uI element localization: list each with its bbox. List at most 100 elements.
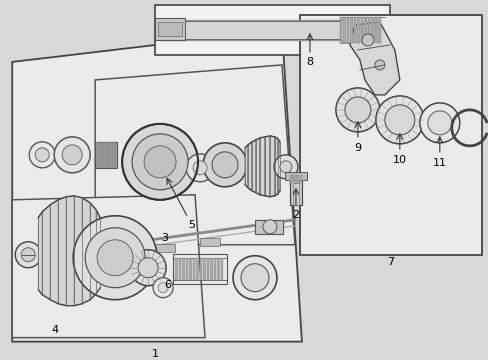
Bar xyxy=(200,238,220,246)
Circle shape xyxy=(335,88,379,132)
Circle shape xyxy=(361,34,373,46)
Bar xyxy=(192,258,195,280)
Circle shape xyxy=(273,155,297,179)
Polygon shape xyxy=(255,138,260,195)
Bar xyxy=(184,21,339,39)
Bar xyxy=(206,258,209,280)
Circle shape xyxy=(374,60,384,70)
Bar xyxy=(217,258,220,280)
Circle shape xyxy=(344,97,370,123)
Circle shape xyxy=(384,105,414,135)
Circle shape xyxy=(62,145,82,165)
Text: 7: 7 xyxy=(386,257,394,267)
Text: 3: 3 xyxy=(161,233,168,243)
Circle shape xyxy=(158,283,168,293)
Polygon shape xyxy=(247,142,251,191)
Bar xyxy=(199,258,202,280)
Bar xyxy=(254,220,283,234)
Circle shape xyxy=(427,111,451,135)
Bar xyxy=(113,142,116,168)
Text: 10: 10 xyxy=(392,155,406,165)
Polygon shape xyxy=(251,140,255,193)
Polygon shape xyxy=(277,139,280,194)
Circle shape xyxy=(35,148,49,162)
Bar xyxy=(289,175,291,183)
Circle shape xyxy=(132,134,188,190)
Circle shape xyxy=(73,216,157,300)
Circle shape xyxy=(85,228,145,288)
Bar xyxy=(155,18,184,40)
Polygon shape xyxy=(349,22,399,95)
Polygon shape xyxy=(96,210,100,294)
Bar xyxy=(182,258,184,280)
Polygon shape xyxy=(12,195,204,338)
Bar xyxy=(350,17,352,43)
Polygon shape xyxy=(264,136,269,197)
Circle shape xyxy=(193,161,206,175)
Polygon shape xyxy=(155,5,389,55)
Circle shape xyxy=(97,240,133,276)
Text: 6: 6 xyxy=(164,280,171,290)
Text: 11: 11 xyxy=(432,158,446,168)
Text: 4: 4 xyxy=(52,325,59,335)
Bar xyxy=(110,142,112,168)
Polygon shape xyxy=(12,30,301,342)
Bar xyxy=(178,258,181,280)
Bar xyxy=(297,175,299,183)
Circle shape xyxy=(130,250,166,286)
Polygon shape xyxy=(244,145,247,188)
Bar xyxy=(343,17,345,43)
Polygon shape xyxy=(38,212,42,295)
Text: 9: 9 xyxy=(354,143,361,153)
Bar xyxy=(106,142,109,168)
Bar xyxy=(96,142,99,168)
Polygon shape xyxy=(95,65,294,245)
Bar xyxy=(100,142,102,168)
Text: 2: 2 xyxy=(292,210,299,220)
Bar xyxy=(173,254,226,284)
Circle shape xyxy=(375,96,423,144)
Bar xyxy=(95,142,117,168)
Circle shape xyxy=(233,256,276,300)
Circle shape xyxy=(138,258,158,278)
Bar xyxy=(339,17,342,43)
Bar xyxy=(203,258,205,280)
Circle shape xyxy=(419,103,459,143)
Circle shape xyxy=(280,161,291,173)
Bar xyxy=(103,142,105,168)
Bar xyxy=(299,15,481,255)
Polygon shape xyxy=(74,196,82,306)
Text: 8: 8 xyxy=(306,57,313,67)
Bar xyxy=(289,175,301,205)
Circle shape xyxy=(185,154,214,182)
Bar xyxy=(357,17,359,43)
Circle shape xyxy=(54,137,90,173)
Circle shape xyxy=(21,248,35,262)
Circle shape xyxy=(15,242,41,268)
Bar xyxy=(353,17,356,43)
Circle shape xyxy=(122,124,198,200)
Circle shape xyxy=(241,264,268,292)
Polygon shape xyxy=(66,196,74,306)
Polygon shape xyxy=(269,136,274,197)
Circle shape xyxy=(212,152,238,178)
Bar xyxy=(213,258,216,280)
Bar xyxy=(292,183,298,205)
Circle shape xyxy=(203,143,246,187)
Bar xyxy=(346,17,348,43)
Polygon shape xyxy=(90,203,96,300)
Bar xyxy=(299,175,301,183)
Text: 5: 5 xyxy=(188,220,195,230)
Polygon shape xyxy=(42,205,50,300)
Bar xyxy=(378,17,380,43)
Polygon shape xyxy=(58,197,66,306)
Circle shape xyxy=(29,142,55,168)
Bar xyxy=(285,172,306,180)
Polygon shape xyxy=(82,198,90,304)
Bar xyxy=(220,258,223,280)
Bar xyxy=(155,244,175,252)
Circle shape xyxy=(153,278,173,298)
Bar xyxy=(374,17,377,43)
Bar xyxy=(158,22,182,36)
Bar xyxy=(185,258,188,280)
